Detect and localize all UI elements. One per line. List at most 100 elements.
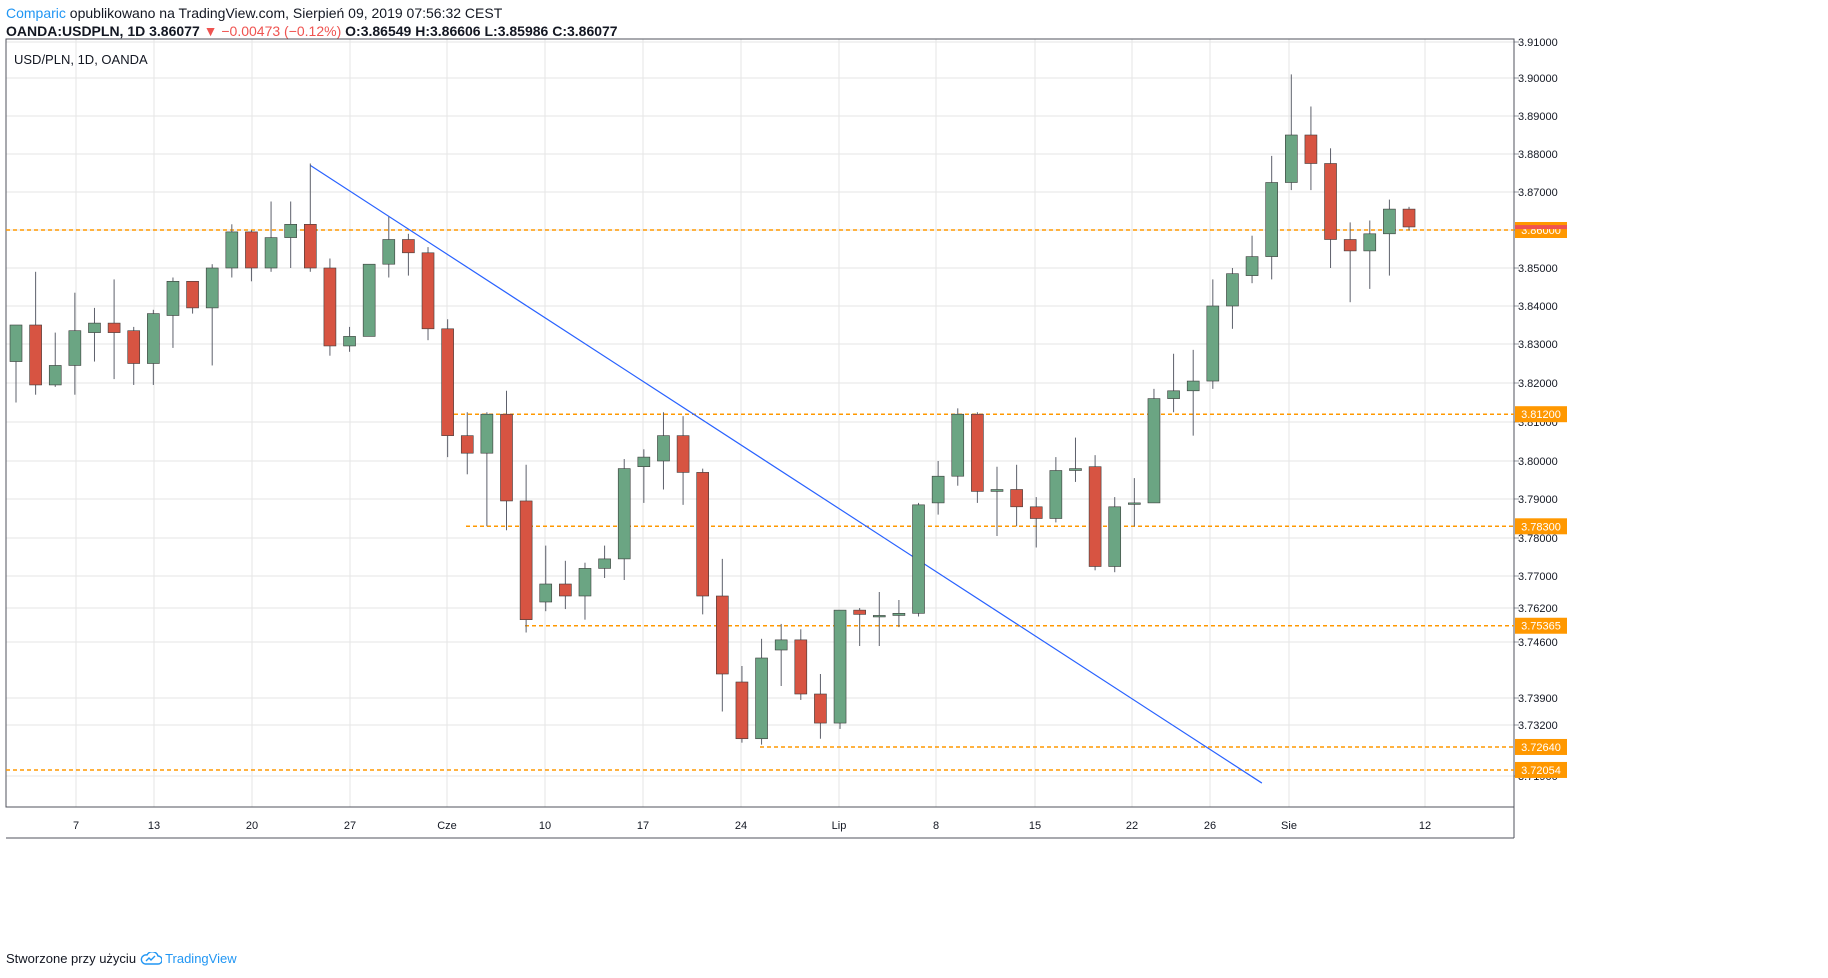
candle-up bbox=[990, 489, 1004, 492]
level-price-label: 3.72640 bbox=[1521, 742, 1561, 754]
y-tick-label: 3.79000 bbox=[1518, 494, 1558, 506]
candle-up bbox=[284, 224, 297, 238]
tradingview-logo[interactable]: TradingView bbox=[140, 951, 237, 966]
level-price-label: 3.75365 bbox=[1521, 621, 1561, 633]
candle-up bbox=[892, 613, 906, 616]
x-tick-label: 15 bbox=[1029, 820, 1041, 832]
candle-up bbox=[872, 615, 886, 618]
candle-up bbox=[1128, 502, 1141, 505]
candle-down bbox=[1304, 134, 1318, 164]
candle-up bbox=[48, 365, 62, 386]
x-tick-label: 8 bbox=[933, 820, 939, 832]
candle-down bbox=[1402, 208, 1416, 228]
candle-up bbox=[1226, 273, 1239, 307]
x-tick-label: 20 bbox=[246, 820, 258, 832]
y-tick-label: 3.88000 bbox=[1518, 149, 1558, 161]
candle-down bbox=[460, 435, 474, 454]
trendline bbox=[309, 164, 1263, 784]
candle-up bbox=[147, 313, 160, 364]
candle-down bbox=[716, 595, 729, 675]
candle-down bbox=[29, 324, 42, 386]
candle-up bbox=[480, 413, 494, 454]
candle-down bbox=[303, 224, 317, 269]
high-label: H: bbox=[415, 23, 430, 39]
level-price-tag bbox=[1515, 406, 1567, 423]
publish-line: Comparic opublikowano na TradingView.com… bbox=[6, 4, 618, 22]
candle-up bbox=[1069, 468, 1082, 471]
close-label: C: bbox=[552, 23, 567, 39]
y-tick-label: 3.78000 bbox=[1518, 533, 1558, 545]
y-tick-label: 3.73200 bbox=[1518, 720, 1558, 732]
y-tick-label: 3.85000 bbox=[1518, 263, 1558, 275]
candle-up bbox=[637, 456, 651, 468]
y-tick-label: 3.73900 bbox=[1518, 693, 1558, 705]
candle-up bbox=[9, 324, 23, 362]
candle-up bbox=[833, 609, 847, 724]
x-tick-label: 7 bbox=[73, 820, 79, 832]
candle-down bbox=[814, 693, 827, 724]
candle-down bbox=[1010, 489, 1023, 508]
x-tick-label: 10 bbox=[539, 820, 551, 832]
candle-up bbox=[225, 231, 239, 269]
x-tick-label: Sie bbox=[1281, 820, 1297, 832]
level-price-tag bbox=[1515, 617, 1567, 634]
open-value: 3.86549 bbox=[360, 23, 412, 39]
candle-up bbox=[68, 330, 82, 366]
y-tick-label: 3.91000 bbox=[1518, 37, 1558, 49]
candles bbox=[9, 74, 1416, 745]
candle-up bbox=[617, 468, 631, 560]
x-tick-label: 26 bbox=[1204, 820, 1216, 832]
candle-up bbox=[1285, 134, 1298, 183]
trendline-group[interactable] bbox=[309, 164, 1263, 784]
x-tick-label: Lip bbox=[832, 820, 847, 832]
candle-down bbox=[735, 681, 749, 740]
candle-up bbox=[1167, 390, 1180, 399]
y-tick-label: 3.84000 bbox=[1518, 301, 1558, 313]
cloud-icon bbox=[140, 952, 163, 965]
candle-down bbox=[1324, 163, 1337, 240]
candle-up bbox=[578, 568, 592, 597]
level-price-tag bbox=[1515, 518, 1567, 535]
author-link[interactable]: Comparic bbox=[6, 5, 66, 21]
low-value: 3.85986 bbox=[497, 23, 549, 39]
candle-up bbox=[1108, 506, 1122, 567]
candle-up bbox=[166, 280, 180, 316]
candle-down bbox=[441, 328, 454, 436]
candle-up bbox=[1245, 256, 1259, 276]
level-price-label: 3.72054 bbox=[1521, 765, 1561, 777]
last-price-marker bbox=[1515, 225, 1567, 230]
x-tick-label: 13 bbox=[148, 820, 160, 832]
candle-up bbox=[1363, 233, 1377, 252]
ohlc-line: OANDA:USDPLN, 1D 3.86077 ▼ −0.00473 (−0.… bbox=[6, 22, 618, 40]
x-tick-label: 27 bbox=[344, 820, 356, 832]
candle-down bbox=[676, 435, 690, 473]
candle-up bbox=[657, 435, 670, 462]
candle-down bbox=[696, 472, 710, 597]
y-tick-label: 3.76200 bbox=[1518, 603, 1558, 615]
candle-up bbox=[1186, 380, 1200, 392]
candle-up bbox=[912, 504, 925, 614]
level-price-tag bbox=[1515, 761, 1567, 778]
candle-up bbox=[362, 263, 376, 337]
low-label: L: bbox=[484, 23, 498, 39]
high-value: 3.86606 bbox=[429, 23, 481, 39]
x-tick-label: 17 bbox=[637, 820, 649, 832]
y-tick-label: 3.89000 bbox=[1518, 111, 1558, 123]
y-tick-label: 3.90000 bbox=[1518, 73, 1558, 85]
candle-down bbox=[1088, 466, 1102, 567]
y-tick-label: 3.82000 bbox=[1518, 378, 1558, 390]
down-arrow-icon: ▼ bbox=[203, 23, 218, 39]
candle-down bbox=[402, 239, 415, 254]
candle-up bbox=[382, 239, 396, 265]
price-change: −0.00473 (−0.12%) bbox=[221, 23, 342, 39]
y-tick-label: 3.80000 bbox=[1518, 456, 1558, 468]
candle-down bbox=[794, 639, 808, 695]
candle-down bbox=[971, 413, 984, 492]
footer-text: Stworzone przy użyciu bbox=[6, 951, 137, 966]
candle-down bbox=[186, 280, 199, 309]
candle-up bbox=[539, 583, 553, 603]
candle-up bbox=[1147, 398, 1161, 504]
y-tick-label: 3.77000 bbox=[1518, 571, 1558, 583]
candle-down bbox=[127, 330, 141, 364]
